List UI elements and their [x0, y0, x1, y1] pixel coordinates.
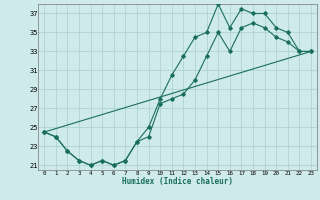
X-axis label: Humidex (Indice chaleur): Humidex (Indice chaleur)	[122, 177, 233, 186]
